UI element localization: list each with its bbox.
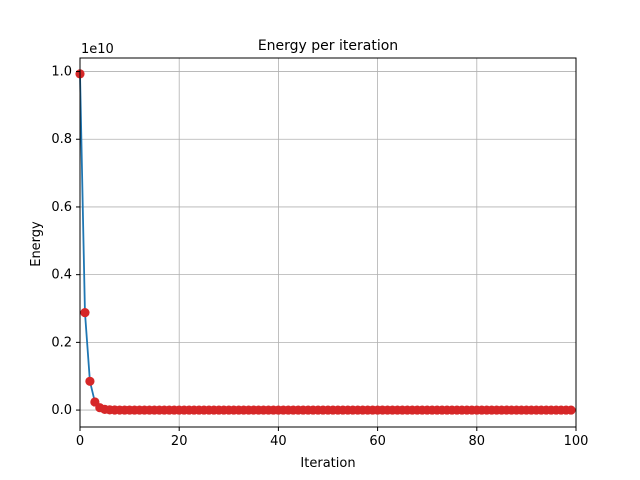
- plot-frame: [79, 57, 577, 428]
- ticks-layer: 0 20 40 60 80 100 0.0 0.2 0.4 0.6 0.8 1.0: [51, 65, 588, 449]
- x-tick-label: 20: [171, 434, 188, 449]
- x-tick-label: 0: [76, 434, 84, 449]
- y-tick-label: 0.8: [51, 132, 72, 147]
- x-tick-label: 80: [469, 434, 486, 449]
- y-tick-label: 0.0: [51, 403, 72, 418]
- energy-point: [80, 307, 90, 318]
- x-tick-label: 100: [564, 434, 589, 449]
- x-tick-label: 40: [270, 434, 287, 449]
- x-axis-label: Iteration: [300, 456, 355, 471]
- y-tick-label: 0.2: [51, 335, 72, 350]
- y-axis-offset-text: 1e10: [81, 42, 114, 57]
- y-tick-label: 0.4: [51, 268, 72, 283]
- energy-point: [85, 376, 95, 386]
- x-tick-label: 60: [369, 434, 386, 449]
- series-layer: [75, 69, 576, 415]
- y-axis-label: Energy: [29, 221, 44, 267]
- grid-layer: [79, 58, 577, 427]
- y-tick-label: 0.6: [51, 200, 72, 215]
- y-tick-label: 1.0: [51, 65, 72, 80]
- axes-layer: [79, 57, 577, 428]
- energy-point: [566, 405, 576, 415]
- chart-title: Energy per iteration: [258, 38, 398, 54]
